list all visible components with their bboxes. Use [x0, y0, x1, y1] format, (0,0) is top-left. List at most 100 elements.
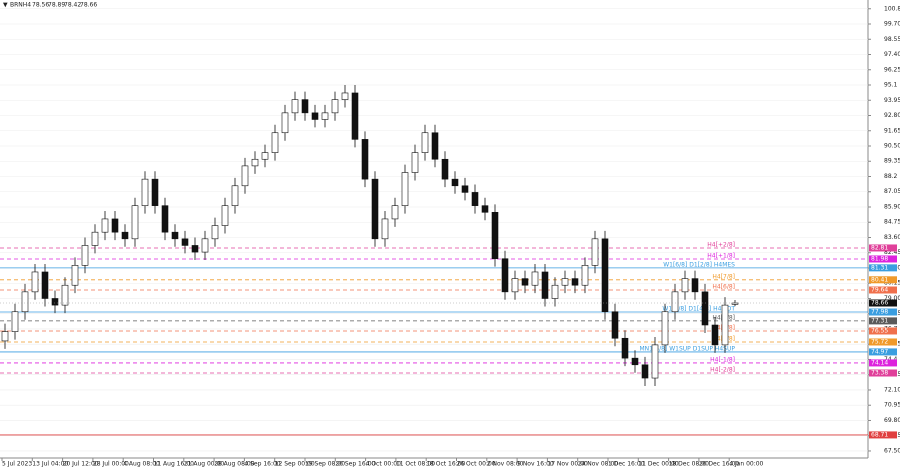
level-price: 81.31	[871, 264, 888, 271]
level-price: 68.71	[871, 431, 888, 438]
candle-body	[451, 178, 459, 187]
y-tick-label: 98.55	[884, 36, 900, 43]
candle-body	[471, 192, 479, 206]
candle-body	[361, 139, 369, 180]
level-label: H4[-2/8]	[710, 367, 735, 374]
level-price-box	[869, 327, 897, 335]
y-tick-label: 83.60	[884, 234, 900, 241]
candle-body	[291, 99, 299, 114]
y-tick-label: 69.80	[884, 417, 900, 424]
level-label: H4[+1/8]	[707, 252, 735, 259]
level-price: 77.98	[871, 309, 888, 316]
level-price: 81.98	[871, 255, 888, 262]
candle-body	[31, 271, 39, 293]
y-tick-label: 99.70	[884, 21, 900, 28]
candle-body	[551, 284, 559, 299]
x-tick-label: 1 Dec 16:00	[608, 461, 645, 468]
level-label: H4[-1/8]	[710, 356, 735, 363]
level-price: 80.41	[871, 276, 888, 283]
candle-body	[61, 284, 69, 306]
candle-body	[1, 331, 9, 342]
level-price: 79.64	[871, 287, 888, 294]
candle-body	[661, 311, 669, 346]
candle-body	[501, 258, 509, 293]
x-tick-label: 26 Dec 16:00	[699, 461, 740, 468]
candle-body	[261, 152, 269, 160]
level-price-box	[869, 244, 897, 252]
candle-body	[461, 185, 469, 193]
candle-body	[581, 265, 589, 286]
candle-body	[211, 225, 219, 240]
candle-body	[241, 165, 249, 187]
candle-body	[71, 265, 79, 286]
menu-arrow[interactable]: ▼	[3, 2, 8, 9]
x-tick-label: 4 Oct 00:00	[366, 461, 401, 468]
candle-body	[101, 218, 109, 233]
candle-body	[701, 291, 709, 326]
level-price: 77.31	[871, 317, 888, 324]
x-tick-label: 2 Nov 08:00	[487, 461, 524, 468]
x-tick-label: 4 Jan 00:00	[729, 461, 763, 468]
y-tick-label: 70.95	[884, 402, 900, 409]
y-tick-label: 82.45	[884, 249, 900, 256]
x-tick-label: 5 Jul 2023	[2, 461, 32, 468]
level-price: 74.97	[871, 348, 888, 355]
level-price-box	[869, 276, 897, 284]
x-tick-label: 11 Dec 00:00	[638, 461, 679, 468]
candle-body	[51, 298, 59, 306]
candle-body	[421, 132, 429, 153]
header: ▼ BRNH4 78.56 78.89 78.42 78.66	[3, 2, 97, 9]
candle-body	[341, 92, 349, 100]
y-tick-label: 67.50	[884, 447, 900, 454]
header-close: 78.66	[80, 2, 97, 9]
candle-body	[681, 278, 689, 293]
candle-body	[161, 205, 169, 233]
candle-body	[311, 112, 319, 120]
level-price-box	[869, 255, 897, 263]
candle-body	[191, 245, 199, 253]
y-tick-label: 93.95	[884, 97, 900, 104]
level-label: W1[6/8] D1[2/8] H4MES	[663, 261, 735, 268]
current-price-box	[869, 299, 897, 307]
level-price-box	[869, 348, 897, 356]
candle-body	[531, 271, 539, 286]
candle-body	[371, 178, 379, 240]
candle-body	[401, 172, 409, 206]
x-tick-label: 17 Nov 00:00	[547, 461, 588, 468]
level-price-box	[869, 308, 897, 316]
current-price: 78.66	[871, 299, 888, 306]
candle-body	[601, 238, 609, 313]
level-price: 75.72	[871, 338, 888, 345]
x-tick-label: 28 Aug 08:00	[214, 461, 255, 468]
level-label: H4[6/8]	[712, 284, 735, 291]
level-price: 82.81	[871, 244, 888, 251]
x-tick-label: 11 Oct 08:00	[396, 461, 435, 468]
header-open: 78.56	[32, 2, 49, 9]
candle-body	[251, 158, 259, 167]
candle-body	[441, 158, 449, 180]
symbol: BRNH4	[10, 2, 31, 9]
candle-body	[411, 152, 419, 173]
y-tick-label: 87.05	[884, 188, 900, 195]
x-tick-label: 20 Jul 12:00	[63, 461, 99, 468]
candle-body	[331, 99, 339, 114]
candle-body	[621, 337, 629, 359]
level-price-box	[869, 286, 897, 294]
level-price: 76.55	[871, 327, 888, 334]
candle-body	[711, 324, 719, 346]
x-tick-label: 18 Dec 08:00	[669, 461, 710, 468]
x-tick-label: 13 Jul 04:00	[32, 461, 68, 468]
candle-body	[491, 211, 499, 260]
y-tick-label: 84.75	[884, 219, 900, 226]
y-tick-label: 85.90	[884, 203, 900, 210]
candle-body	[591, 238, 599, 266]
y-tick-label: 90.50	[884, 143, 900, 150]
candle-body	[41, 271, 49, 299]
level-price-box	[869, 369, 897, 377]
candle-body	[221, 205, 229, 226]
candle-body	[91, 231, 99, 246]
y-tick-label: 96.25	[884, 66, 900, 73]
candle-body	[11, 311, 19, 332]
